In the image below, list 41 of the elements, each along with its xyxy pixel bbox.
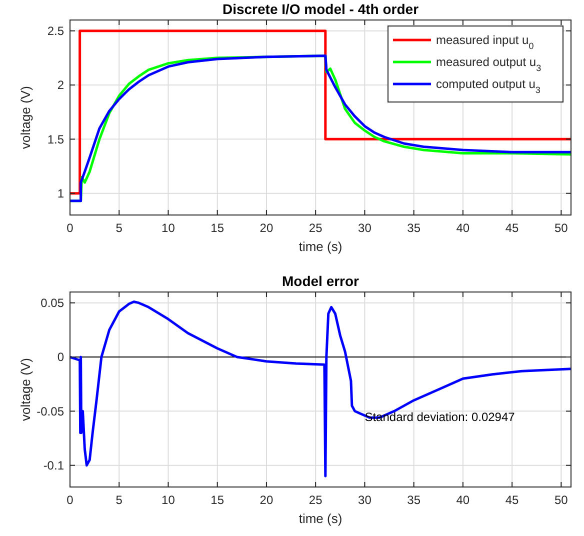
- y-tick-label: 0: [57, 350, 64, 364]
- y-axis-title: voltage (V): [18, 358, 33, 421]
- x-tick-label: 35: [407, 493, 421, 507]
- x-tick-label: 5: [116, 493, 123, 507]
- legend-label: computed output u$_{3}$: [436, 77, 540, 96]
- x-tick-label: 10: [162, 221, 176, 235]
- y-tick-label: 0.05: [40, 296, 64, 310]
- x-tick-label: 40: [456, 493, 470, 507]
- legend-label: measured output u$_{3}$: [436, 55, 542, 74]
- y-tick-label: -0.1: [43, 458, 64, 473]
- x-tick-label: 40: [456, 221, 470, 235]
- x-tick-label: 0: [66, 221, 74, 235]
- line-series: [70, 300, 571, 478]
- x-tick-label: 30: [358, 493, 372, 507]
- x-tick-label: 5: [116, 221, 123, 235]
- x-tick-label: 15: [210, 221, 224, 235]
- x-tick-label: 45: [505, 221, 520, 235]
- y-tick-label: 1.5: [47, 132, 64, 146]
- y-tick-label: 2: [57, 78, 64, 92]
- x-tick-label: 25: [308, 493, 323, 507]
- x-tick-label: 45: [505, 493, 520, 507]
- x-tick-label: 35: [407, 221, 421, 235]
- chart-title: Discrete I/O model - 4th order: [222, 1, 420, 17]
- x-tick-label: 20: [260, 493, 274, 507]
- annotation: Standard deviation: 0.02947: [364, 410, 516, 424]
- x-tick-label: 30: [358, 221, 372, 235]
- chart-title: Model error: [282, 273, 360, 289]
- x-tick-label: 0: [66, 493, 74, 507]
- x-axis-title: time (s): [298, 239, 342, 254]
- x-tick-label: 25: [308, 221, 323, 235]
- x-tick-label: 50: [554, 493, 568, 507]
- y-axis-title: voltage (V): [18, 86, 33, 149]
- x-tick-label: 15: [210, 493, 224, 507]
- x-tick-label: 10: [162, 493, 176, 507]
- x-axis-title: time (s): [298, 511, 342, 526]
- legend-label: measured input u$_{0}$: [436, 33, 534, 52]
- y-tick-label: 1: [57, 186, 64, 201]
- x-tick-label: 20: [260, 221, 274, 235]
- y-tick-label: 2.5: [47, 24, 64, 38]
- y-tick-label: -0.05: [36, 404, 64, 418]
- x-tick-label: 50: [554, 221, 568, 235]
